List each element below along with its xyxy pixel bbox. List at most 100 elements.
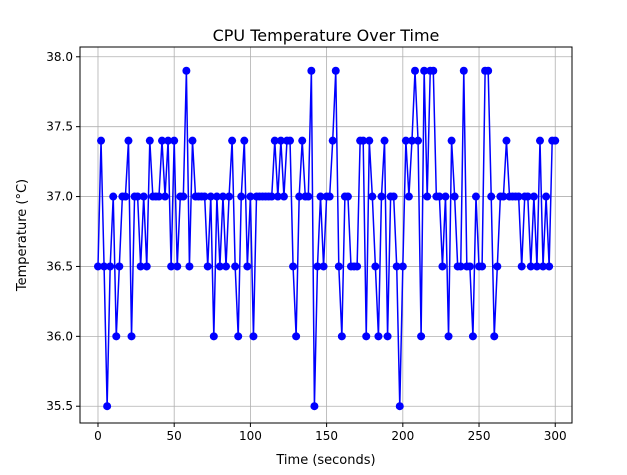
data-point <box>173 262 182 271</box>
x-tick-label: 0 <box>94 429 102 443</box>
data-point <box>526 262 535 271</box>
data-point <box>493 262 502 271</box>
data-point <box>231 262 240 271</box>
data-point <box>185 262 194 271</box>
data-point <box>240 136 249 145</box>
data-point <box>532 262 541 271</box>
data-point <box>188 136 197 145</box>
data-point <box>337 332 346 341</box>
data-point <box>438 262 447 271</box>
data-point <box>276 136 285 145</box>
data-point <box>331 66 340 75</box>
data-point <box>112 332 121 341</box>
data-point <box>206 192 215 201</box>
data-point <box>215 262 224 271</box>
data-point <box>136 262 145 271</box>
data-point <box>365 136 374 145</box>
data-point <box>100 262 109 271</box>
data-point <box>200 192 209 201</box>
data-point <box>286 136 295 145</box>
data-point <box>109 192 118 201</box>
data-point <box>529 192 538 201</box>
data-point <box>411 66 420 75</box>
y-tick-label: 37.5 <box>46 120 73 134</box>
data-point <box>319 262 328 271</box>
data-point <box>429 66 438 75</box>
data-point <box>127 332 136 341</box>
data-point <box>487 192 496 201</box>
data-point <box>380 136 389 145</box>
series-cpu-temperature <box>93 66 560 411</box>
data-point <box>93 262 102 271</box>
data-point <box>374 332 383 341</box>
chart-title: CPU Temperature Over Time <box>213 26 440 45</box>
data-point <box>154 192 163 201</box>
data-point <box>499 192 508 201</box>
data-point <box>368 192 377 201</box>
data-point <box>124 136 133 145</box>
data-point <box>471 192 480 201</box>
data-point <box>212 192 221 201</box>
y-tick-label: 38.0 <box>46 50 73 64</box>
data-point <box>490 332 499 341</box>
data-point <box>362 332 371 341</box>
data-point <box>310 402 319 411</box>
y-tick-label: 36.5 <box>46 259 73 273</box>
data-point <box>414 136 423 145</box>
data-point <box>203 262 212 271</box>
data-point <box>209 332 218 341</box>
data-point <box>398 262 407 271</box>
data-point <box>121 192 130 201</box>
data-point <box>298 136 307 145</box>
data-point <box>435 192 444 201</box>
plot-frame <box>79 46 573 424</box>
data-point <box>164 136 173 145</box>
y-tick-label: 35.5 <box>46 399 73 413</box>
data-point <box>115 262 124 271</box>
data-point <box>535 136 544 145</box>
data-point <box>444 332 453 341</box>
y-tick-label: 36.0 <box>46 329 73 343</box>
data-point <box>353 262 362 271</box>
data-point <box>273 192 282 201</box>
data-point <box>158 136 166 145</box>
axis-ticks: 0 50 100 150 200 250 300 35.5 36.0 36.5 37.0 37.5 38… <box>46 50 566 443</box>
data-point <box>328 136 337 145</box>
data-point <box>234 332 243 341</box>
data-point <box>170 136 179 145</box>
data-point <box>456 262 465 271</box>
data-point <box>106 262 115 271</box>
data-point <box>465 262 474 271</box>
data-point <box>407 136 416 145</box>
data-point <box>304 192 313 201</box>
data-point <box>447 136 456 145</box>
data-point <box>133 192 142 201</box>
data-point <box>484 66 493 75</box>
data-point <box>478 262 487 271</box>
data-point <box>551 136 560 145</box>
data-point <box>313 262 322 271</box>
data-point <box>459 66 468 75</box>
data-point <box>359 136 368 145</box>
data-point <box>243 262 252 271</box>
data-point <box>502 136 511 145</box>
data-point <box>292 332 301 341</box>
data-point <box>267 192 276 201</box>
data-point <box>441 192 450 201</box>
data-point <box>316 192 325 201</box>
data-point <box>514 192 523 201</box>
x-tick-label: 300 <box>544 429 567 443</box>
data-point <box>225 192 234 201</box>
data-point <box>145 136 154 145</box>
data-point <box>401 136 410 145</box>
data-point <box>307 66 316 75</box>
x-tick-label: 200 <box>391 429 414 443</box>
data-point <box>517 262 526 271</box>
data-point <box>392 262 401 271</box>
x-tick-label: 50 <box>167 429 182 443</box>
data-point <box>179 192 188 201</box>
data-point <box>423 192 432 201</box>
data-point <box>103 402 112 411</box>
